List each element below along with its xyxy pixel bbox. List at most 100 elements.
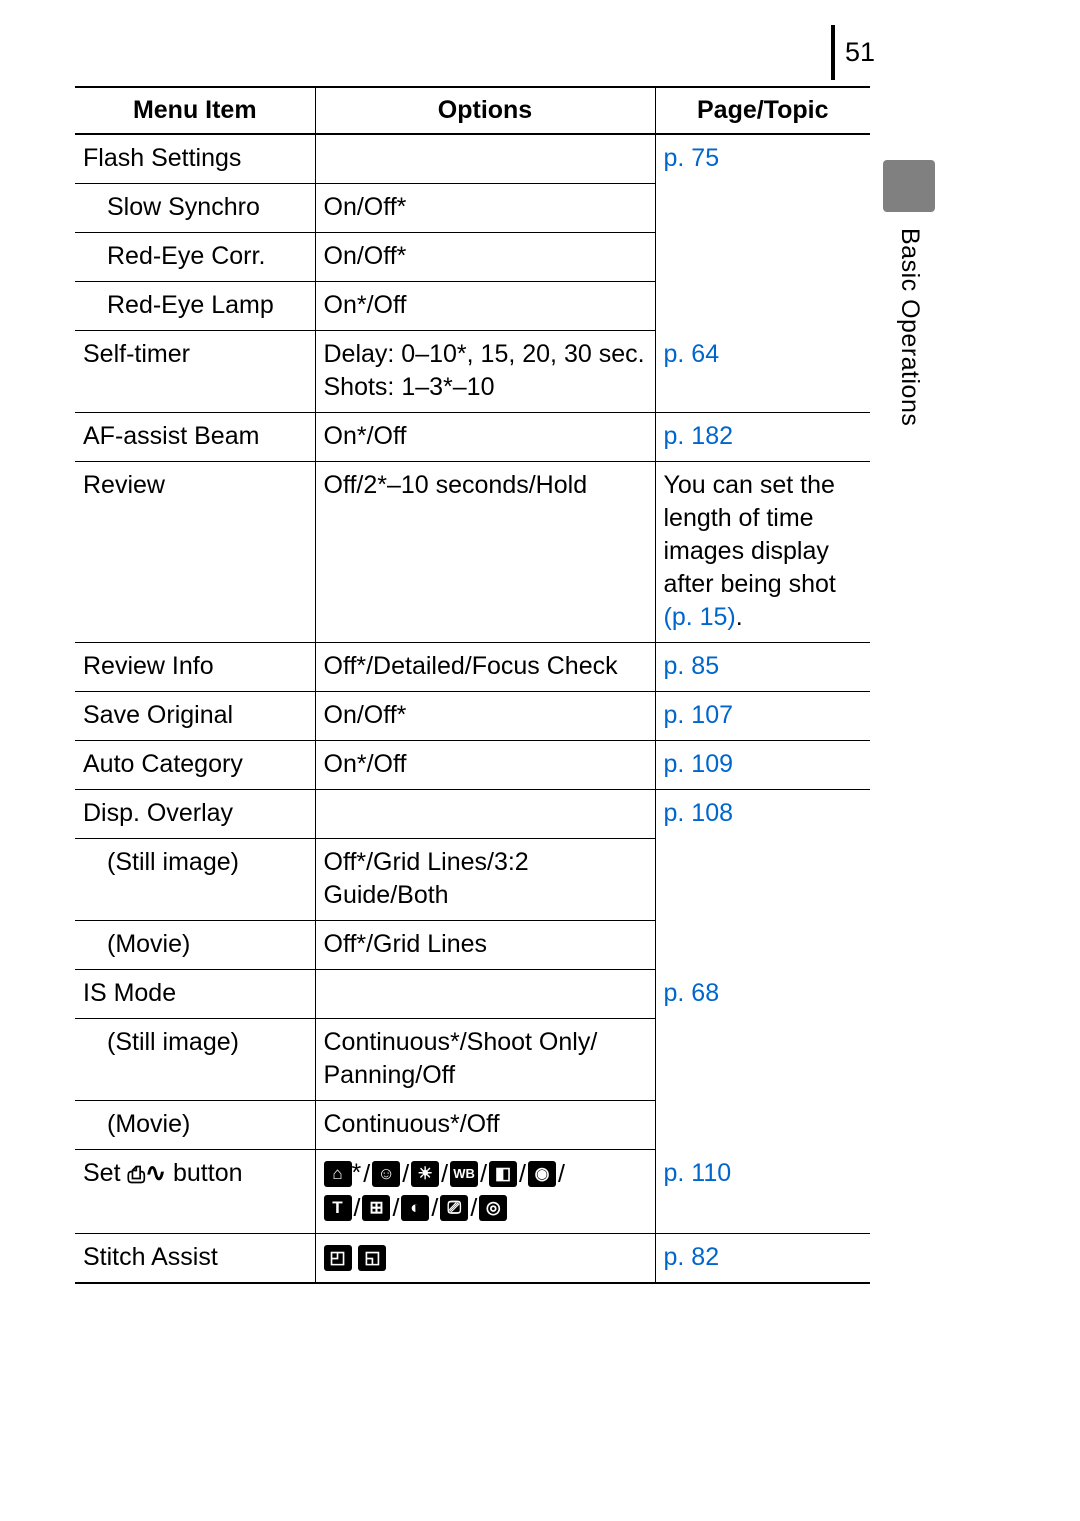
slash-separator: /	[392, 1192, 399, 1225]
table-row: Review Off/2*–10 seconds/Hold You can se…	[75, 462, 870, 643]
cell-options: Off*/Grid Lines/3:2 Guide/Both	[315, 839, 655, 921]
cell-menu-item: (Still image)	[75, 1019, 315, 1101]
cell-menu-item: Self-timer	[75, 331, 315, 413]
page-number-block: 51	[831, 25, 875, 80]
cell-menu-item: (Still image)	[75, 839, 315, 921]
page-link[interactable]: p. 107	[664, 701, 734, 729]
cell-page-topic: p. 110	[655, 1150, 870, 1234]
cell-options: Continuous*/Shoot Only/ Panning/Off	[315, 1019, 655, 1101]
slash-separator: /	[480, 1158, 487, 1191]
cell-options: ◰ ◱	[315, 1233, 655, 1283]
page-link[interactable]: p. 64	[664, 340, 720, 368]
cell-menu-item: Slow Synchro	[75, 184, 315, 233]
cell-page-topic: You can set the length of time images di…	[655, 462, 870, 643]
table-row: Review Info Off*/Detailed/Focus Check p.…	[75, 643, 870, 692]
option-icon: ◧	[489, 1161, 517, 1187]
cell-options: Delay: 0–10*, 15, 20, 30 sec. Shots: 1–3…	[315, 331, 655, 413]
cell-menu-item: Review Info	[75, 643, 315, 692]
cell-menu-item: IS Mode	[75, 970, 315, 1019]
table-row: Set ⎙∿ button ⌂*/☺/☀/WB/◧/◉/ T/⊞/◐/⎚/◎ p…	[75, 1150, 870, 1234]
cell-options: On/Off*	[315, 692, 655, 741]
option-icon: ☺	[372, 1161, 400, 1187]
cell-page-topic: p. 107	[655, 692, 870, 741]
cell-menu-item: Red-Eye Corr.	[75, 233, 315, 282]
cell-options	[315, 134, 655, 184]
cell-options: On*/Off	[315, 413, 655, 462]
cell-menu-item: Save Original	[75, 692, 315, 741]
cell-options: On*/Off	[315, 741, 655, 790]
set-button-label-post: button	[166, 1159, 242, 1187]
cell-page-topic: p. 85	[655, 643, 870, 692]
cell-page-topic: p. 108	[655, 790, 870, 970]
option-icon: ⌂	[324, 1161, 352, 1187]
table-row: AF-assist Beam On*/Off p. 182	[75, 413, 870, 462]
cell-page-topic: p. 75	[655, 134, 870, 331]
page-link[interactable]: (p. 15)	[664, 603, 736, 631]
cell-menu-item: Set ⎙∿ button	[75, 1150, 315, 1234]
page-link[interactable]: p. 109	[664, 750, 734, 778]
option-icon: ⎚	[440, 1195, 468, 1221]
section-tab-marker	[883, 160, 935, 212]
cell-menu-item: Flash Settings	[75, 134, 315, 184]
cell-page-topic: p. 109	[655, 741, 870, 790]
cell-options: On*/Off	[315, 282, 655, 331]
cell-menu-item: Review	[75, 462, 315, 643]
cell-menu-item: (Movie)	[75, 921, 315, 970]
cell-menu-item: Stitch Assist	[75, 1233, 315, 1283]
option-icon: ◎	[479, 1195, 507, 1221]
header-options: Options	[315, 87, 655, 134]
cell-menu-item: Red-Eye Lamp	[75, 282, 315, 331]
option-icon: ◐	[401, 1195, 429, 1221]
review-note-after: .	[736, 603, 743, 631]
page-link[interactable]: p. 68	[664, 979, 720, 1007]
page-link[interactable]: p. 182	[664, 422, 734, 450]
table-row: Flash Settings p. 75	[75, 134, 870, 184]
slash-separator: /	[470, 1192, 477, 1225]
page-number: 51	[845, 37, 875, 68]
cell-options: On/Off*	[315, 233, 655, 282]
slash-separator: /	[558, 1158, 565, 1191]
page-link[interactable]: p. 82	[664, 1243, 720, 1271]
header-page-topic: Page/Topic	[655, 87, 870, 134]
cell-options: ⌂*/☺/☀/WB/◧/◉/ T/⊞/◐/⎚/◎	[315, 1150, 655, 1234]
option-icon: ◉	[528, 1161, 556, 1187]
cell-page-topic: p. 82	[655, 1233, 870, 1283]
wave-icon: ∿	[145, 1159, 166, 1187]
page-link[interactable]: p. 75	[664, 144, 720, 172]
table-row: IS Mode p. 68	[75, 970, 870, 1019]
table-row: Save Original On/Off* p. 107	[75, 692, 870, 741]
table-header-row: Menu Item Options Page/Topic	[75, 87, 870, 134]
page-link[interactable]: p. 85	[664, 652, 720, 680]
option-icon: T	[324, 1195, 352, 1221]
slash-separator: /	[402, 1158, 409, 1191]
cell-options: Off/2*–10 seconds/Hold	[315, 462, 655, 643]
slash-separator: /	[354, 1192, 361, 1225]
cell-options	[315, 790, 655, 839]
slash-separator: /	[363, 1158, 370, 1191]
cell-options: Continuous*/Off	[315, 1101, 655, 1150]
cell-page-topic: p. 64	[655, 331, 870, 413]
option-icon: WB	[450, 1161, 478, 1187]
stitch-left-icon: ◰	[324, 1245, 352, 1271]
section-side-label: Basic Operations	[895, 228, 924, 426]
cell-options: Off*/Detailed/Focus Check	[315, 643, 655, 692]
cell-options: Off*/Grid Lines	[315, 921, 655, 970]
cell-menu-item: AF-assist Beam	[75, 413, 315, 462]
review-note-text: You can set the length of time images di…	[664, 471, 836, 598]
table-row: Self-timer Delay: 0–10*, 15, 20, 30 sec.…	[75, 331, 870, 413]
star-default: *	[352, 1159, 362, 1187]
cell-page-topic: p. 182	[655, 413, 870, 462]
table-row: Stitch Assist ◰ ◱ p. 82	[75, 1233, 870, 1283]
table-row: Auto Category On*/Off p. 109	[75, 741, 870, 790]
stitch-right-icon: ◱	[358, 1245, 386, 1271]
cell-options: On/Off*	[315, 184, 655, 233]
table-row: Disp. Overlay p. 108	[75, 790, 870, 839]
option-icon: ☀	[411, 1161, 439, 1187]
cell-menu-item: Auto Category	[75, 741, 315, 790]
page-link[interactable]: p. 108	[664, 799, 734, 827]
page-link[interactable]: p. 110	[664, 1159, 732, 1187]
slash-separator: /	[441, 1158, 448, 1191]
cell-menu-item: Disp. Overlay	[75, 790, 315, 839]
slash-separator: /	[519, 1158, 526, 1191]
header-menu-item: Menu Item	[75, 87, 315, 134]
